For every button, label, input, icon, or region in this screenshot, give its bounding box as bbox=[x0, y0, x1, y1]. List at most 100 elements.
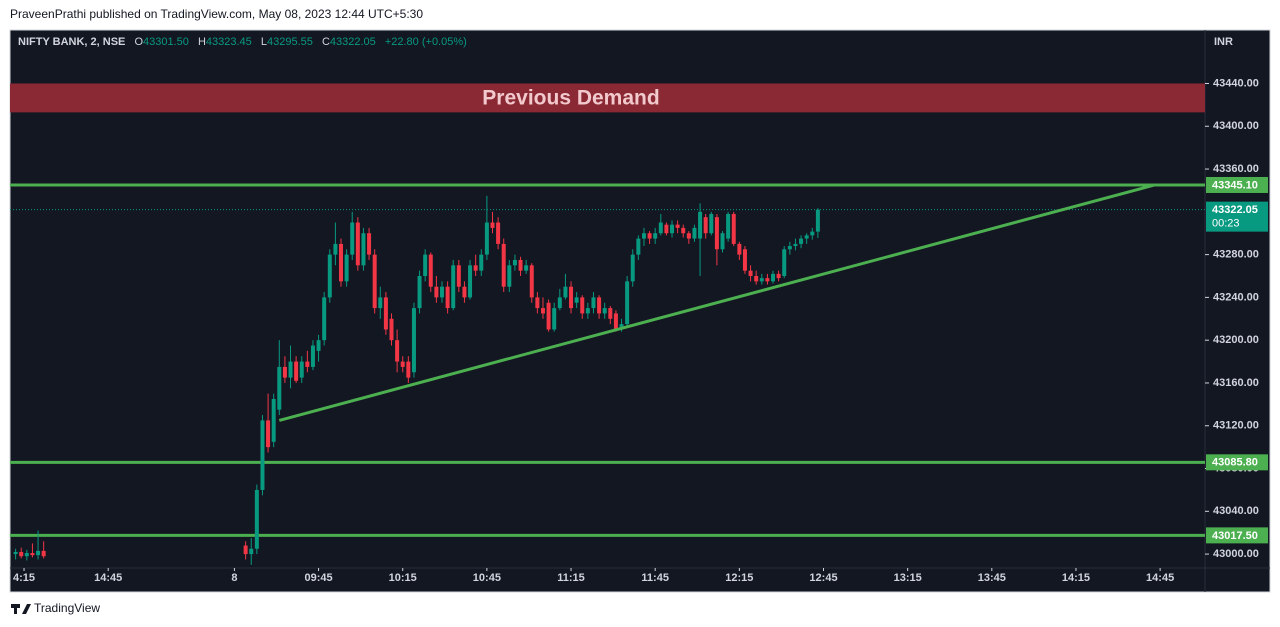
candle-body bbox=[804, 235, 809, 239]
candle-body bbox=[681, 227, 686, 234]
y-tick-label: 43000.00 bbox=[1213, 548, 1259, 560]
candle-body bbox=[653, 233, 658, 239]
tradingview-logo bbox=[11, 604, 31, 614]
candle-body bbox=[754, 276, 759, 282]
candle-body bbox=[703, 217, 708, 234]
countdown-label: 00:23 bbox=[1212, 218, 1240, 230]
candle-body bbox=[799, 238, 804, 244]
candle-body bbox=[507, 265, 512, 287]
plot: Previous Demand bbox=[10, 83, 1205, 565]
candle-body bbox=[355, 222, 360, 266]
candle-body bbox=[260, 420, 265, 490]
candle-body bbox=[271, 399, 276, 442]
candle-body bbox=[793, 243, 798, 247]
footer-brand: TradingView bbox=[34, 601, 100, 615]
trendline bbox=[278, 183, 1155, 422]
candle-body bbox=[670, 224, 675, 234]
candle-body bbox=[294, 361, 299, 381]
level-label-box bbox=[1206, 454, 1268, 471]
legend-value: 43322.05 bbox=[330, 36, 376, 48]
candle-body bbox=[456, 265, 461, 287]
level-label-box bbox=[1206, 527, 1268, 544]
candle-body bbox=[529, 265, 534, 298]
candle-body bbox=[428, 254, 433, 287]
candle-body bbox=[546, 302, 551, 330]
candle-body bbox=[810, 231, 815, 236]
candle-body bbox=[619, 324, 624, 328]
x-tick-label: 12:15 bbox=[725, 572, 753, 584]
candle-body bbox=[771, 273, 776, 282]
candle-body bbox=[709, 213, 714, 234]
candle-body bbox=[19, 551, 24, 557]
y-tick-label: 43400.00 bbox=[1213, 120, 1259, 132]
y-tick-label: 43240.00 bbox=[1213, 291, 1259, 303]
level-label: 43085.80 bbox=[1212, 457, 1258, 469]
candle-body bbox=[585, 308, 590, 314]
candle-body bbox=[473, 265, 478, 271]
y-tick-label: 43440.00 bbox=[1213, 77, 1259, 89]
candle-body bbox=[322, 297, 327, 341]
candle-body bbox=[496, 222, 501, 244]
candle-body bbox=[30, 553, 35, 556]
candle-body bbox=[462, 286, 467, 298]
demand-zone bbox=[10, 83, 1205, 113]
candle-body bbox=[591, 297, 596, 309]
candle-body bbox=[288, 361, 293, 378]
x-tick-label: 13:15 bbox=[894, 572, 922, 584]
candle-body bbox=[350, 222, 355, 255]
candle-body bbox=[630, 254, 635, 282]
candle-body bbox=[552, 308, 557, 330]
candle-body bbox=[675, 224, 680, 228]
candle-body bbox=[24, 553, 29, 557]
candle-body bbox=[445, 286, 450, 309]
y-tick-label: 43280.00 bbox=[1213, 249, 1259, 261]
candle-body bbox=[316, 340, 321, 351]
legend-key: H bbox=[198, 36, 206, 48]
x-tick-label: 13:45 bbox=[978, 572, 1006, 584]
candle-body bbox=[658, 222, 663, 234]
legend-value: 43301.50 bbox=[143, 36, 189, 48]
publisher-line: PraveenPrathi published on TradingView.c… bbox=[10, 7, 423, 21]
candle-body bbox=[490, 222, 495, 228]
x-tick-label: 11:15 bbox=[557, 572, 585, 584]
candle-body bbox=[41, 550, 46, 557]
candle-body bbox=[389, 318, 394, 341]
candle-body bbox=[569, 286, 574, 309]
candle-body bbox=[417, 276, 422, 309]
candle-body bbox=[479, 254, 484, 271]
candle-body bbox=[692, 227, 697, 239]
candle-body bbox=[484, 222, 489, 255]
last-price-label: 43322.05 bbox=[1212, 204, 1258, 216]
candle-body bbox=[759, 278, 764, 282]
candle-body bbox=[36, 550, 41, 556]
candle-body bbox=[641, 233, 646, 239]
y-tick-label: 43160.00 bbox=[1213, 377, 1259, 389]
demand-zone-label: Previous Demand bbox=[482, 86, 659, 109]
candle-body bbox=[608, 308, 613, 319]
candle-body bbox=[686, 233, 691, 239]
y-tick-label: 43200.00 bbox=[1213, 334, 1259, 346]
x-tick-label: 14:15 bbox=[1062, 572, 1090, 584]
candle-body bbox=[378, 297, 383, 309]
candle-body bbox=[406, 361, 411, 378]
x-tick-label: 10:15 bbox=[389, 572, 417, 584]
candle-body bbox=[395, 340, 400, 362]
level-label-box bbox=[1206, 176, 1268, 193]
candle-body bbox=[451, 265, 456, 309]
candle-body bbox=[524, 265, 529, 271]
chart-pane bbox=[9, 29, 1271, 593]
level-label: 43017.50 bbox=[1212, 530, 1258, 542]
candle-body bbox=[742, 249, 747, 271]
candle-body bbox=[782, 249, 787, 277]
candle-body bbox=[468, 265, 473, 298]
candle-body bbox=[776, 273, 781, 279]
candle-body bbox=[698, 211, 703, 239]
candle-body bbox=[512, 259, 517, 266]
candle-body bbox=[597, 297, 602, 314]
candle-body bbox=[540, 308, 545, 314]
legend-change: +22.80 (+0.05%) bbox=[385, 36, 467, 48]
candle-body bbox=[434, 286, 439, 298]
candle-body bbox=[367, 233, 372, 255]
